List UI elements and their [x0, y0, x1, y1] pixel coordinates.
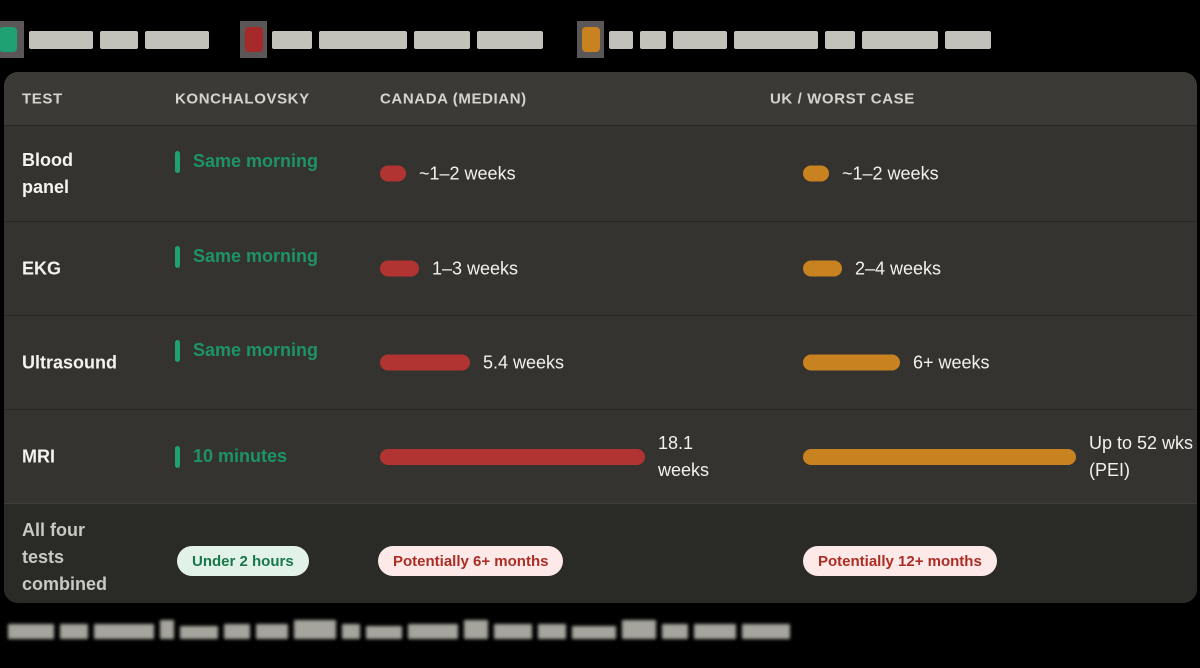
canada-cell: ~1–2 weeks — [380, 160, 516, 187]
konchalovsky-pill: Under 2 hours — [177, 546, 309, 576]
uk-label: Up to 52 wks (PEI) — [1089, 432, 1194, 480]
konchalovsky-label: 10 minutes — [193, 446, 288, 466]
uk-bar — [803, 165, 829, 182]
legend-swatch-frame — [0, 21, 24, 58]
redacted-footnote-text — [8, 620, 790, 639]
test-name: Ultrasound — [22, 352, 118, 372]
test-name: EKG — [22, 258, 62, 278]
konchalovsky-cell: Same morning — [175, 339, 319, 362]
konchalovsky-cell: Same morning — [175, 245, 319, 268]
konchalovsky-cell: 10 minutes — [175, 445, 288, 468]
canada-label: 5.4 weeks — [483, 352, 565, 372]
test-name: All four tests combined — [22, 520, 108, 594]
canada-bar — [380, 260, 419, 277]
konchalovsky-label: Same morning — [193, 246, 319, 266]
green-tick-bar — [175, 150, 180, 173]
uk-cell: 2–4 weeks — [803, 255, 941, 282]
canada-cell: 1–3 weeks — [380, 255, 518, 282]
column-header-uk: UK / WORST CASE — [770, 90, 915, 107]
test-name: MRI — [22, 446, 55, 466]
canada-pill: Potentially 6+ months — [378, 546, 564, 576]
table-row-blood-panel: Blood panel Same morning ~1–2 weeks ~1–2… — [4, 125, 1197, 221]
test-name: Blood panel — [22, 149, 73, 197]
table-row-ekg: EKG Same morning 1–3 weeks 2–4 weeks — [4, 221, 1197, 315]
canada-label: 18.1 weeks — [658, 432, 710, 480]
canada-bar — [380, 165, 406, 182]
orange-square-icon — [581, 27, 600, 52]
konchalovsky-label: Same morning — [193, 340, 319, 360]
green-square-icon — [0, 27, 17, 52]
canada-bar — [380, 354, 470, 371]
column-header-test: TEST — [22, 90, 63, 107]
redacted-legend-text — [29, 21, 209, 58]
uk-bar — [803, 448, 1076, 465]
uk-cell: ~1–2 weeks — [803, 160, 939, 187]
redacted-legend-text — [272, 21, 543, 58]
legend-swatch-frame — [240, 21, 267, 58]
canada-label: ~1–2 weeks — [419, 163, 516, 183]
legend-item-uk — [577, 21, 991, 58]
canada-cell: 18.1 weeks — [380, 430, 709, 484]
konchalovsky-cell: Same morning — [175, 150, 319, 173]
uk-bar — [803, 260, 842, 277]
green-tick-bar — [175, 245, 180, 268]
table-row-ultrasound: Ultrasound Same morning 5.4 weeks 6+ wee… — [4, 315, 1197, 409]
canada-label: 1–3 weeks — [432, 258, 519, 278]
konchalovsky-label: Same morning — [193, 151, 319, 171]
uk-label: 6+ weeks — [913, 352, 990, 372]
uk-bar — [803, 354, 900, 371]
uk-label: 2–4 weeks — [855, 258, 942, 278]
green-tick-bar — [175, 445, 180, 468]
table-row-mri: MRI 10 minutes 18.1 weeks Up to 52 wks (… — [4, 409, 1197, 503]
table-header-row: TEST KONCHALOVSKY CANADA (MEDIAN) UK / W… — [4, 72, 1197, 125]
canada-cell: 5.4 weeks — [380, 349, 564, 376]
uk-cell: 6+ weeks — [803, 349, 990, 376]
table-row-summary: All four tests combined Under 2 hours Po… — [4, 503, 1197, 603]
canada-bar — [380, 448, 645, 465]
legend-item-canada — [240, 21, 543, 58]
uk-label: ~1–2 weeks — [842, 163, 939, 183]
column-header-konchalovsky: KONCHALOVSKY — [175, 90, 310, 107]
uk-cell: Up to 52 wks (PEI) — [803, 430, 1200, 484]
redacted-legend-text — [609, 21, 991, 58]
green-tick-bar — [175, 339, 180, 362]
red-square-icon — [244, 27, 263, 52]
column-header-canada: CANADA (MEDIAN) — [380, 90, 527, 107]
legend-item-konchalovsky — [0, 21, 209, 58]
wait-times-table: TEST KONCHALOVSKY CANADA (MEDIAN) UK / W… — [4, 72, 1197, 603]
legend-swatch-frame — [577, 21, 604, 58]
uk-pill: Potentially 12+ months — [803, 546, 997, 576]
